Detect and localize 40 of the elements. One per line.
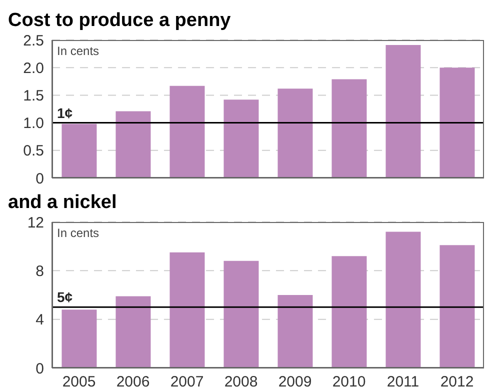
y-tick-label: 0 [36, 170, 44, 188]
bar [386, 232, 421, 368]
bar [224, 100, 259, 178]
bar [116, 296, 151, 368]
bar [170, 86, 205, 178]
chart-title: and a nickel [8, 191, 118, 215]
bar [62, 310, 97, 368]
ref-line-label: 1¢ [57, 104, 73, 121]
x-tick-label: 2005 [62, 374, 96, 391]
bar [440, 245, 475, 368]
bar [224, 260, 259, 368]
bar [278, 88, 313, 178]
x-tick-label: 2006 [116, 374, 150, 391]
y-tick-label: 2.0 [23, 60, 44, 77]
x-tick-label: 2009 [278, 374, 312, 391]
ref-line-label: 5¢ [57, 289, 73, 306]
y-tick-label: 8 [36, 262, 44, 280]
y-tick-label: 12 [27, 214, 44, 232]
bar [62, 124, 97, 178]
y-tick-label: 1.5 [23, 88, 44, 105]
y-tick-label: 4 [36, 312, 44, 329]
bar [332, 256, 367, 368]
bar [440, 68, 475, 178]
chart-title: Cost to produce a penny [8, 9, 232, 33]
annotation: In cents [57, 226, 100, 240]
y-tick-label: 0 [36, 360, 44, 378]
x-tick-label: 2007 [170, 374, 204, 391]
y-tick-label: 1.0 [23, 115, 44, 132]
bar [116, 111, 151, 178]
y-tick-label: 2.5 [23, 32, 44, 50]
bar [170, 252, 205, 368]
bar [386, 44, 421, 178]
x-tick-label: 2011 [386, 374, 420, 391]
bar [278, 295, 313, 368]
bar [332, 79, 367, 178]
x-tick-label: 2012 [440, 374, 474, 391]
y-tick-label: 0.5 [23, 142, 44, 160]
x-tick-label: 2010 [332, 374, 366, 391]
x-tick-label: 2008 [224, 374, 258, 391]
annotation: In cents [57, 44, 100, 58]
